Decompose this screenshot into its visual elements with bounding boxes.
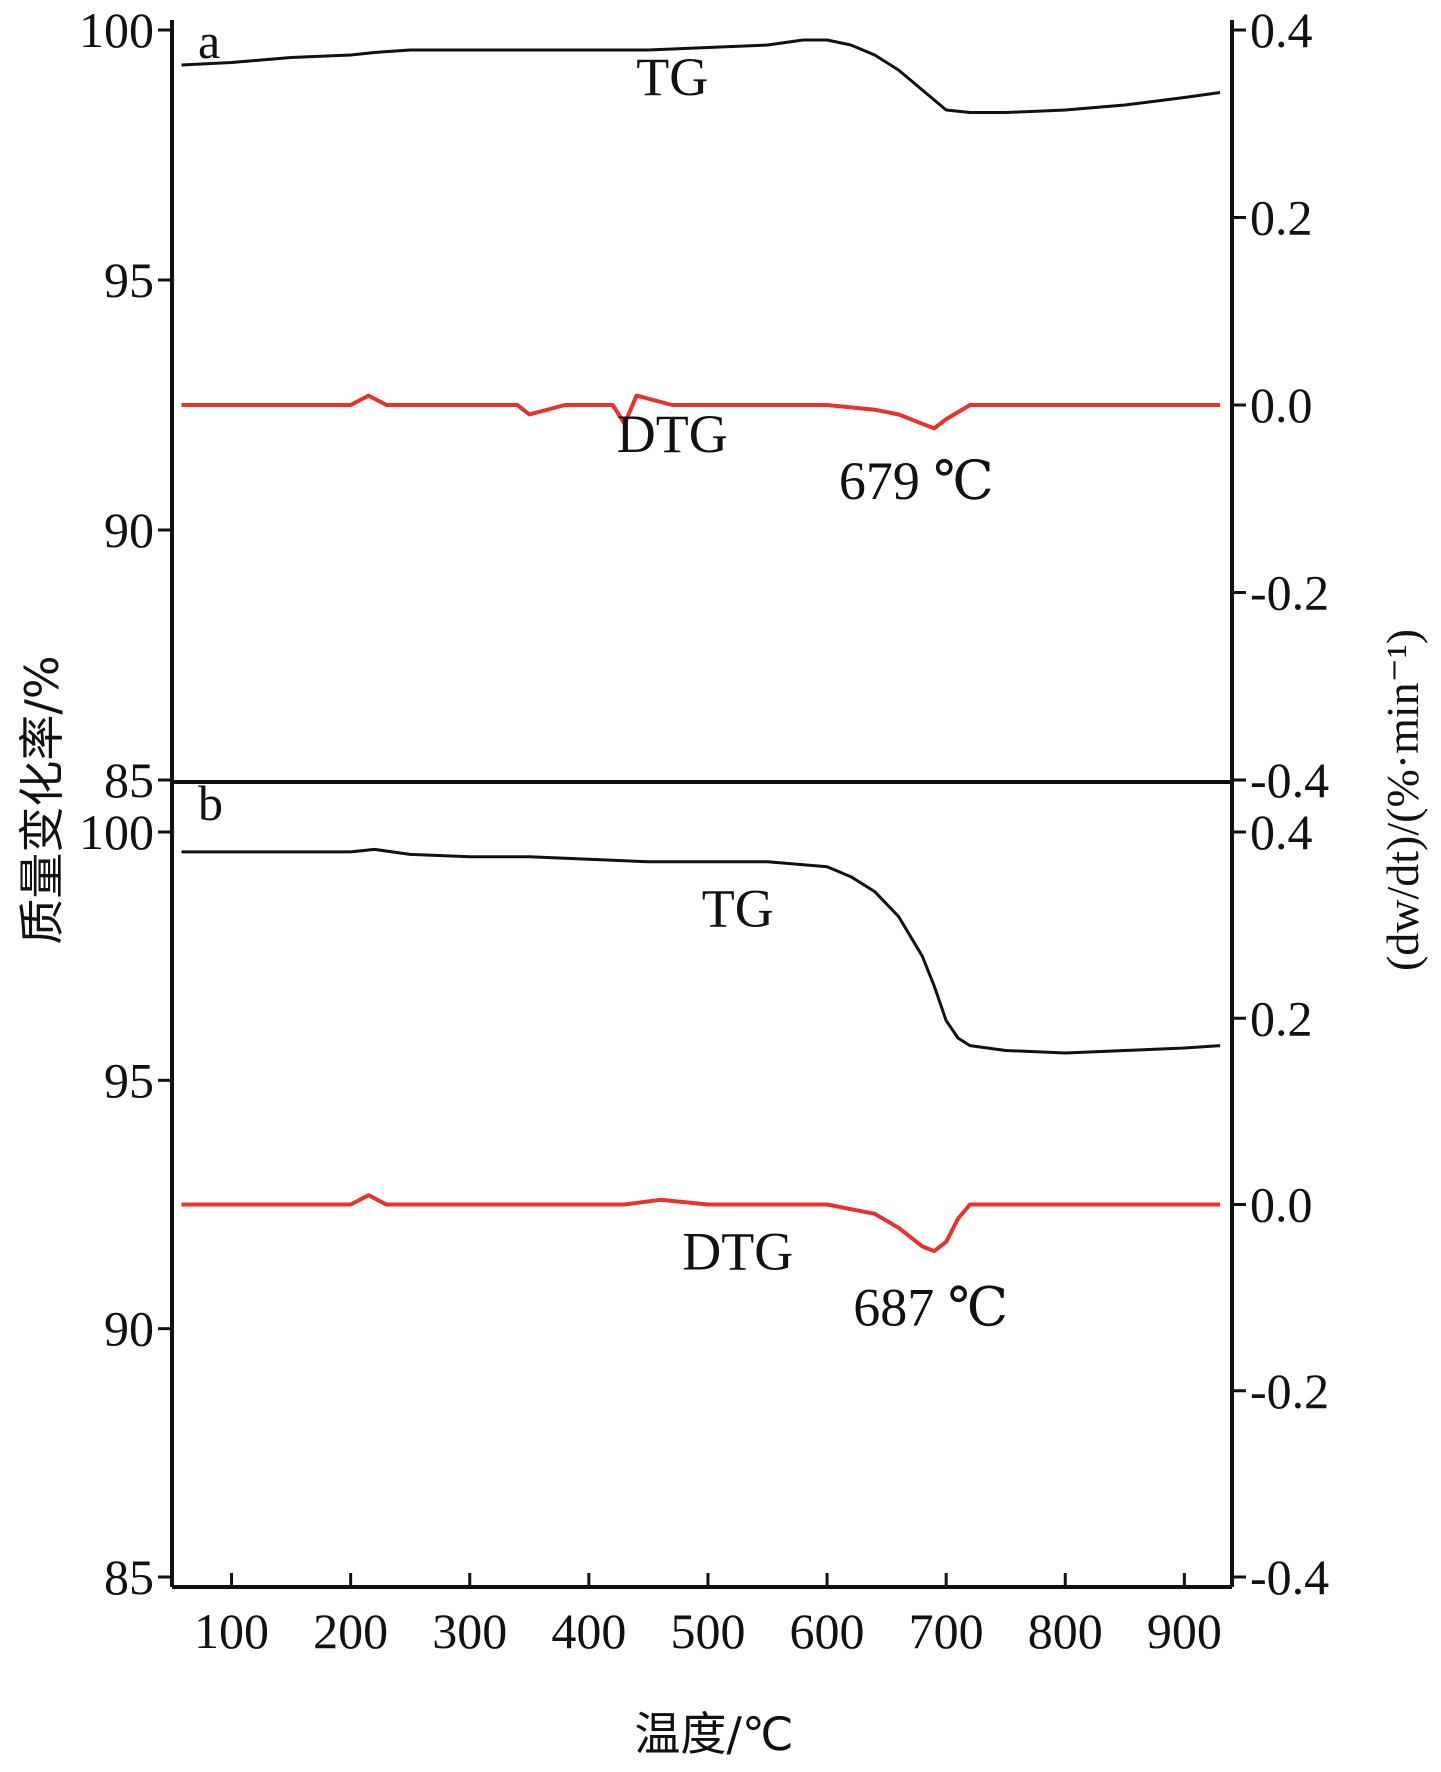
y-left-tick-label: 90	[104, 502, 154, 558]
x-axis-title: 温度/℃	[634, 1707, 793, 1761]
y-left-tick-label: 90	[104, 1301, 154, 1357]
y-right-tick-label: -0.2	[1250, 565, 1329, 621]
annotation-label: DTG	[617, 404, 728, 464]
x-tick-label: 400	[551, 1603, 626, 1659]
y-left-tick-label: 85	[104, 752, 154, 808]
y-right-tick-label: 0.0	[1250, 377, 1313, 433]
x-tick-label: 500	[670, 1603, 745, 1659]
panel-b: 85 90 95 100 -0.4 -0.2 0.0 0.2 0.4 b TG DTG 687 ℃	[79, 775, 1329, 1605]
y-right-tick-label: 0.0	[1250, 1177, 1313, 1233]
x-tick-label: 900	[1147, 1603, 1222, 1659]
y-left-tick-label: 95	[104, 1052, 154, 1108]
y-left-tick-label: 95	[104, 252, 154, 308]
x-tick-label: 300	[432, 1603, 507, 1659]
x-tick-label: 700	[909, 1603, 984, 1659]
annotation-label: 679 ℃	[839, 451, 994, 511]
x-axis: 100 200 300 400 500 600 700 800 900	[194, 1573, 1222, 1659]
annotation-label: 687 ℃	[853, 1278, 1008, 1338]
annotation-label: TG	[636, 47, 708, 107]
dtg-series-line	[181, 393, 1221, 431]
y-axis-title-left: 质量变化率/%	[15, 655, 69, 944]
panel-a: 85 90 95 100 -0.4 -0.2 0.0 0.2 0.4 a TG DTG 679 ℃	[79, 2, 1329, 808]
tg-series-line	[181, 847, 1221, 1055]
x-tick-label: 100	[194, 1603, 269, 1659]
y-right-tick-label: 0.2	[1250, 190, 1313, 246]
y-right-tick-label: 0.4	[1250, 804, 1313, 860]
panel-letter: a	[198, 13, 220, 69]
y-left-tick-label: 85	[104, 1549, 154, 1605]
y-right-tick-label: -0.2	[1250, 1363, 1329, 1419]
dtg-series-line	[181, 1193, 1221, 1254]
plot-frame	[170, 20, 1234, 1589]
y-left-tick-label: 100	[79, 804, 154, 860]
y-right-tick-label: -0.4	[1250, 752, 1329, 808]
x-tick-label: 800	[1028, 1603, 1103, 1659]
y-axis-title-right: (dw/dt)/(%·min⁻¹)	[1377, 629, 1428, 971]
annotation-label: TG	[702, 878, 774, 938]
x-tick-label: 200	[313, 1603, 388, 1659]
y-right-tick-label: 0.2	[1250, 990, 1313, 1046]
y-left-tick-label: 100	[79, 2, 154, 58]
panel-letter: b	[198, 775, 223, 831]
annotation-label: DTG	[682, 1222, 793, 1282]
x-tick-label: 600	[790, 1603, 865, 1659]
y-right-tick-label: 0.4	[1250, 2, 1313, 58]
panels: 85 90 95 100 -0.4 -0.2 0.0 0.2 0.4 a TG DTG 679 ℃ 85 9…	[79, 2, 1329, 1605]
y-right-tick-label: -0.4	[1250, 1549, 1329, 1605]
tg-series-line	[181, 38, 1221, 114]
